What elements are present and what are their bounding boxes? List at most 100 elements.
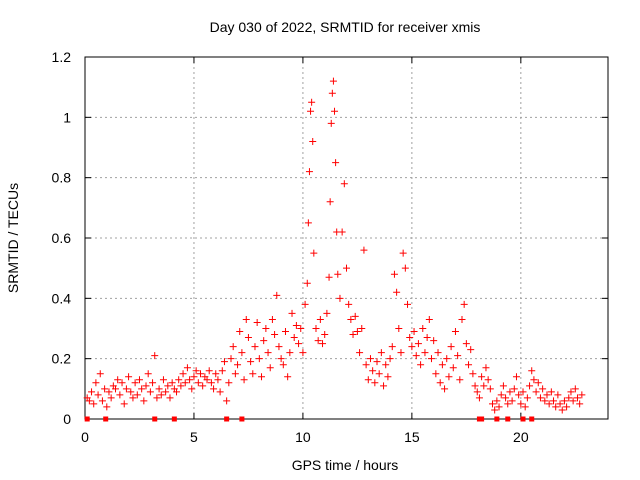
data-point: [321, 331, 329, 339]
data-point: [573, 394, 581, 402]
data-point: [462, 340, 470, 348]
data-point: [382, 361, 390, 369]
data-point: [264, 349, 272, 357]
data-point: [497, 391, 505, 399]
data-point: [255, 355, 263, 363]
data-point: [316, 315, 324, 323]
data-point: [319, 340, 327, 348]
zero-marker: [171, 416, 177, 422]
data-point: [451, 328, 459, 336]
data-point: [438, 361, 446, 369]
data-point: [262, 325, 270, 332]
data-point: [338, 228, 346, 236]
data-point: [279, 361, 287, 369]
data-point: [504, 400, 512, 408]
data-point: [512, 373, 520, 381]
data-point: [366, 355, 374, 363]
data-point: [149, 379, 157, 387]
data-point: [292, 321, 300, 329]
data-point: [458, 315, 466, 323]
data-point: [550, 397, 558, 405]
data-point: [495, 403, 503, 411]
data-point: [203, 376, 211, 384]
data-point: [369, 367, 377, 375]
data-point: [205, 367, 213, 375]
zero-marker: [520, 416, 526, 422]
data-point: [560, 397, 568, 405]
data-point: [133, 391, 141, 399]
data-point: [441, 385, 449, 393]
data-point: [175, 376, 183, 384]
zero-marker: [239, 416, 245, 422]
data-point: [364, 376, 372, 384]
data-point: [236, 328, 244, 336]
data-point: [244, 334, 252, 342]
data-point: [286, 349, 294, 357]
data-point: [168, 379, 176, 387]
x-tick-label: 15: [404, 429, 420, 445]
data-point: [120, 400, 128, 408]
data-point: [118, 379, 126, 387]
data-point: [275, 343, 283, 351]
data-point: [445, 373, 453, 381]
data-point: [94, 391, 102, 399]
data-point: [543, 391, 551, 399]
data-point: [539, 385, 547, 393]
grid-lines: [85, 57, 608, 419]
data-point: [515, 391, 523, 399]
data-point: [395, 325, 403, 332]
data-point: [530, 376, 538, 384]
data-point: [489, 400, 497, 408]
data-point: [220, 358, 228, 366]
data-point: [412, 352, 420, 360]
data-points: [83, 77, 586, 422]
data-point: [166, 394, 174, 402]
data-point: [218, 367, 226, 375]
data-point: [541, 397, 549, 405]
data-point: [345, 300, 353, 308]
data-point: [151, 352, 159, 360]
data-point: [493, 397, 501, 405]
data-point: [281, 328, 289, 336]
data-point: [401, 264, 409, 272]
data-point: [271, 331, 279, 339]
data-point: [447, 343, 455, 351]
data-point: [414, 340, 422, 348]
data-point: [238, 349, 246, 357]
data-point: [199, 382, 207, 390]
zero-marker: [529, 416, 535, 422]
data-point: [576, 400, 584, 408]
data-point: [304, 219, 312, 227]
data-point: [85, 397, 93, 405]
data-point: [307, 107, 315, 115]
data-point: [225, 379, 233, 387]
data-point: [469, 370, 477, 378]
data-point: [116, 391, 124, 399]
data-point: [393, 288, 401, 296]
data-point: [308, 98, 316, 106]
data-point: [194, 379, 202, 387]
data-point: [508, 397, 516, 405]
data-point: [327, 119, 335, 127]
data-point: [443, 355, 451, 363]
data-point: [273, 291, 281, 299]
data-point: [162, 388, 170, 396]
data-point: [506, 388, 514, 396]
data-point: [214, 376, 222, 384]
data-point: [347, 315, 355, 323]
data-point: [384, 373, 392, 381]
data-point: [519, 388, 527, 396]
zero-marker: [152, 416, 158, 422]
data-point: [478, 373, 486, 381]
data-point: [399, 249, 407, 257]
zero-marker: [479, 416, 485, 422]
data-point: [240, 376, 248, 384]
zero-marker: [224, 416, 230, 422]
data-point: [456, 376, 464, 384]
data-point: [196, 370, 204, 378]
data-point: [484, 376, 492, 384]
data-point: [408, 343, 416, 351]
data-point: [425, 315, 433, 323]
data-point: [526, 382, 534, 390]
y-tick-label: 0.4: [52, 290, 72, 306]
